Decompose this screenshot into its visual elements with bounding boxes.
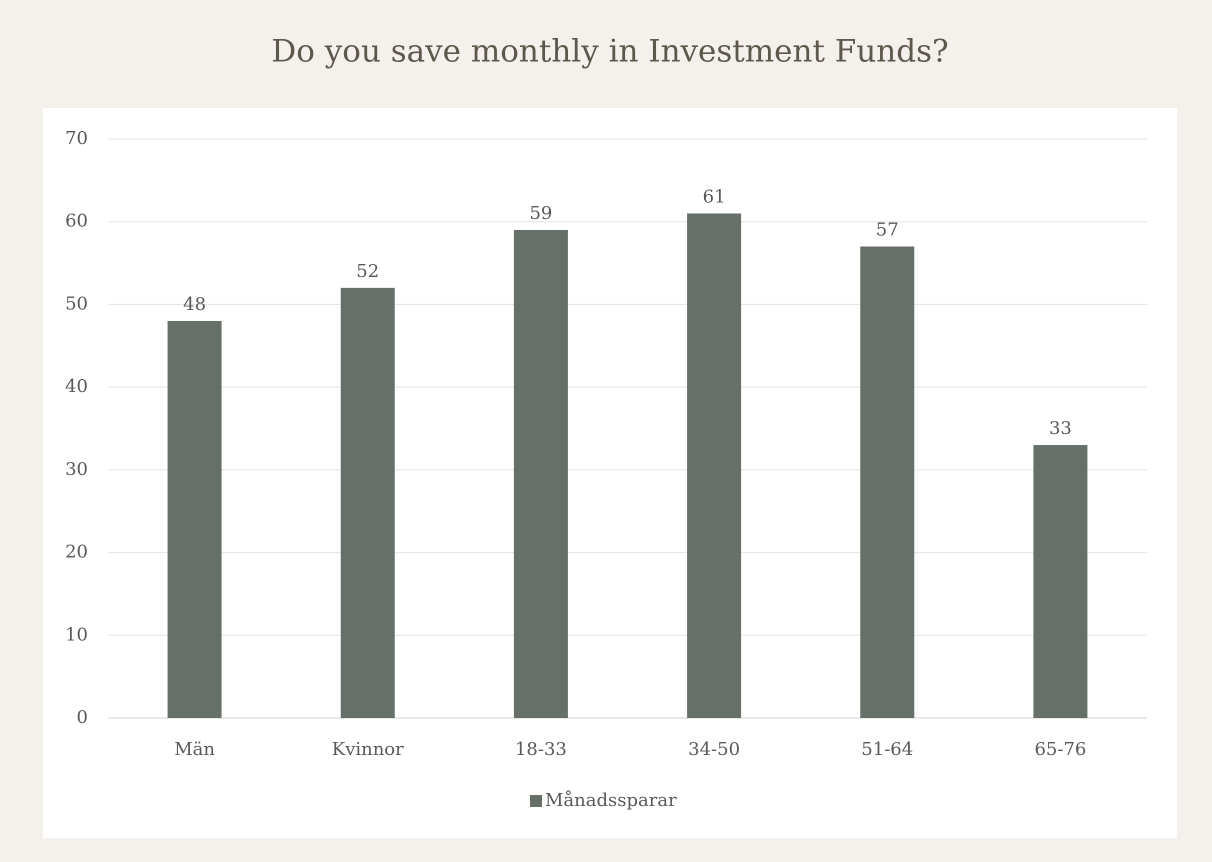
y-tick-label: 0: [77, 707, 88, 728]
x-tick-label: Kvinnor: [332, 739, 404, 760]
data-label: 61: [703, 186, 726, 207]
plot-panel: [43, 108, 1177, 838]
x-tick-label: 18-33: [515, 739, 567, 760]
bar: [340, 287, 395, 718]
y-tick-label: 40: [65, 376, 88, 397]
data-label: 59: [529, 203, 552, 224]
y-tick-label: 30: [65, 459, 88, 480]
x-tick-label: 51-64: [861, 739, 913, 760]
legend-swatch: [530, 795, 542, 807]
y-tick-label: 20: [65, 542, 88, 563]
y-tick-label: 10: [65, 624, 88, 645]
y-tick-label: 70: [65, 128, 88, 149]
data-label: 57: [876, 220, 899, 241]
y-tick-label: 50: [65, 293, 88, 314]
legend-label: Månadssparar: [545, 789, 677, 811]
x-tick-label: 34-50: [688, 739, 740, 760]
chart-title: Do you save monthly in Investment Funds?: [271, 34, 948, 70]
bar: [513, 229, 568, 718]
y-tick-label: 60: [65, 211, 88, 232]
bar: [1033, 445, 1088, 718]
data-label: 52: [356, 261, 379, 282]
bar: [687, 213, 742, 718]
x-tick-label: Män: [174, 739, 215, 760]
bar: [167, 320, 222, 718]
bar: [860, 246, 915, 718]
data-label: 48: [183, 294, 206, 315]
x-tick-label: 65-76: [1034, 739, 1086, 760]
data-label: 33: [1049, 418, 1072, 439]
